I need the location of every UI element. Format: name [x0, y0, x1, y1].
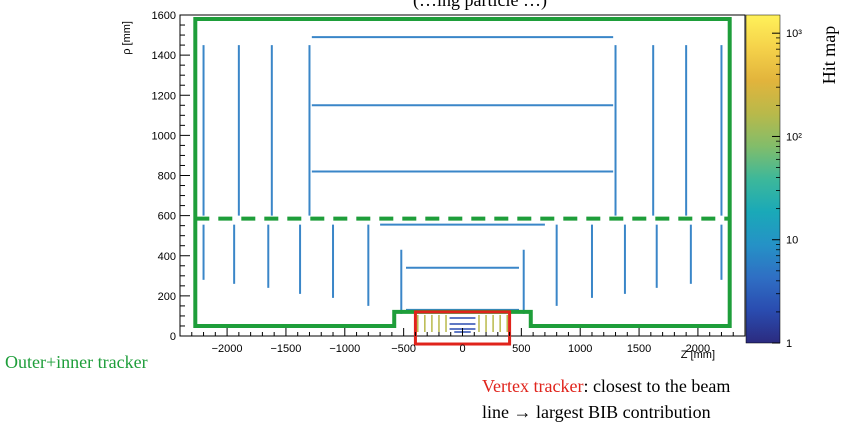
outer-inner-tracker-label: Outer+inner tracker	[5, 352, 148, 373]
colorbar: 1 10 10² 10³ Hit map	[745, 14, 839, 350]
axes: −2000 −1500 −1000 −500 0 500 1000 1500 2000 0 200 4…	[121, 10, 746, 361]
colorbar-tick-label: 10²	[786, 131, 802, 143]
y-tick-label: 200	[158, 291, 176, 303]
x-tick-label: 500	[512, 343, 530, 355]
x-tick-label: 1000	[568, 343, 592, 355]
x-tick-label: −2000	[212, 343, 243, 355]
y-tick-label: 600	[158, 211, 176, 223]
x-tick-label: 2000	[686, 343, 710, 355]
y-tick-label: 0	[170, 331, 176, 343]
y-tick-label: 1600	[152, 10, 176, 22]
vertex-tracker-box	[413, 310, 512, 346]
vertex-label-red: Vertex tracker	[482, 376, 584, 396]
outer-inner-tracker-text: Outer+inner tracker	[5, 352, 148, 372]
vertex-label-rest: : closest to the beam	[583, 376, 731, 396]
x-tick-label: −500	[391, 343, 416, 355]
chart-title-fragment: (…ing particle …)	[413, 0, 547, 11]
region-outlines	[193, 17, 732, 346]
y-axis-label: ρ [mm]	[121, 21, 133, 55]
colorbar-tick-label: 10	[786, 235, 798, 247]
x-tick-label: −1000	[329, 343, 360, 355]
vertex-label-line1: Vertex tracker: closest to the beam	[482, 373, 730, 399]
colorbar-tick-label: 1	[786, 338, 792, 350]
y-tick-label: 400	[158, 251, 176, 263]
x-tick-label: 0	[459, 343, 465, 355]
x-axis-label: Z [mm]	[681, 349, 715, 361]
colorbar-label: Hit map	[819, 26, 839, 85]
plot-border	[179, 14, 746, 337]
y-tick-label: 1000	[152, 130, 176, 142]
colorbar-scale	[745, 14, 781, 344]
plot-frame	[179, 14, 746, 337]
colorbar-tick-label: 10³	[786, 28, 802, 40]
y-tick-label: 800	[158, 171, 176, 183]
outer-inner-tracker-outline	[193, 17, 732, 328]
vertex-tracker-label: Vertex tracker: closest to the beam line…	[482, 373, 730, 425]
vertex-label-line2: line → largest BIB contribution	[482, 402, 711, 422]
x-tick-label: −1500	[270, 343, 301, 355]
hit-segments	[202, 36, 723, 333]
x-tick-label: 1500	[627, 343, 651, 355]
y-tick-label: 1400	[152, 50, 176, 62]
y-tick-label: 1200	[152, 90, 176, 102]
